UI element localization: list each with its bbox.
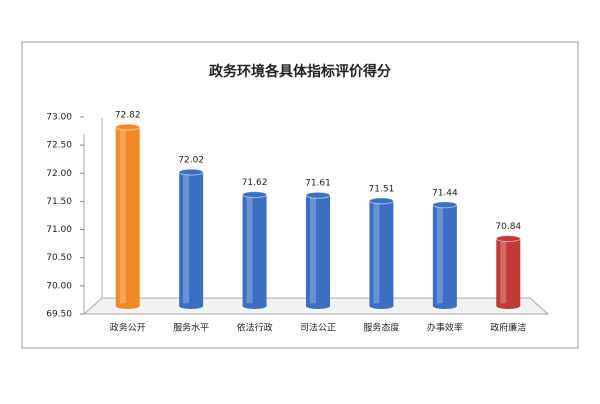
y-tick-label: 70.50 [46,253,72,263]
bar-shine [119,127,126,306]
value-label: 71.51 [369,184,395,194]
bar-base [115,303,140,309]
bar-shine [310,195,316,306]
y-tick-label: 70.00 [46,281,72,291]
bar-cap [495,235,521,243]
value-label: 71.61 [305,179,331,189]
x-tick-label: 依法行政 [237,322,273,334]
y-tick-label: 71.50 [46,197,72,207]
chart-frame [21,41,579,349]
value-label: 72.02 [178,156,204,166]
value-label: 71.44 [432,188,458,198]
bar [179,172,204,306]
bar [115,127,140,306]
bar-base [306,303,330,309]
x-tick-label: 办事效率 [427,322,463,334]
bar-cap [305,191,331,199]
bar-cap [432,201,458,209]
bar [369,200,394,306]
bar-base [179,303,204,309]
x-tick-label: 政务公开 [110,322,146,334]
bar [496,238,521,306]
value-label: 71.62 [242,178,268,188]
y-tick-label: 72.50 [46,141,72,151]
bar-shine [373,200,380,306]
bar-cap [242,191,268,199]
y-tick-label: 69.50 [46,310,72,320]
x-tick-label: 司法公正 [300,322,336,334]
bar-shine [246,194,253,306]
bar [242,194,267,306]
bar-shine [183,172,190,306]
value-label: 70.84 [495,222,521,232]
bar-base [432,303,457,309]
bar [432,204,457,306]
x-tick-label: 服务态度 [363,322,399,334]
bar-cap [115,123,141,131]
bar [306,195,330,306]
y-tick-label: 73.00 [46,113,72,123]
y-tick-label: 71.00 [46,225,72,235]
bar-shine [436,204,443,306]
x-tick-label: 政府廉洁 [490,322,526,334]
bar-base [496,303,521,309]
value-label: 72.82 [115,111,141,121]
bar-base [369,303,394,309]
bar-base [242,303,267,309]
bar-cap [178,168,204,176]
chart-title: 政务环境各具体指标评价得分 [209,63,391,80]
y-tick-label: 72.00 [46,169,72,179]
bar-cap [368,197,394,205]
x-tick-label: 服务水平 [173,322,209,334]
bar-shine [500,238,507,306]
